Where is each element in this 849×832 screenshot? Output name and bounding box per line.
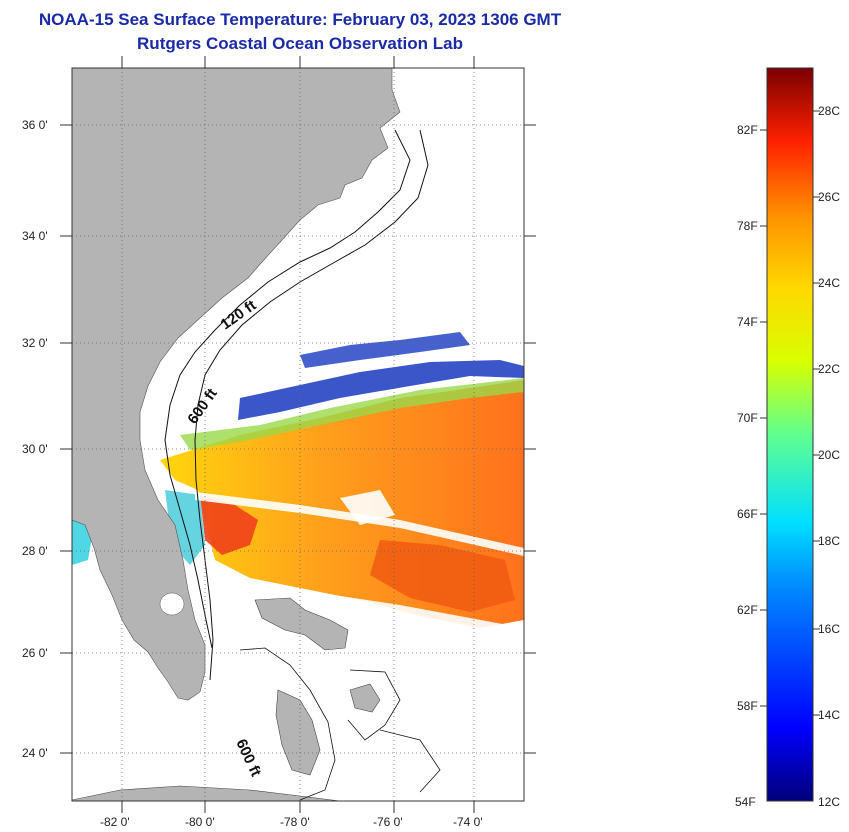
cloud-gap bbox=[340, 490, 395, 525]
lat-label: 32 0' bbox=[22, 336, 48, 350]
lat-label: 34 0' bbox=[22, 229, 48, 243]
sst-cold-fringe bbox=[238, 360, 524, 420]
contour-bahamas bbox=[239, 647, 441, 801]
colorbar-c-label: 14C bbox=[818, 708, 841, 722]
lat-lon-grid bbox=[72, 68, 524, 801]
colorbar-ticks bbox=[760, 110, 820, 716]
land-bahamas bbox=[275, 689, 321, 776]
sst-cool-strip bbox=[180, 378, 524, 450]
colorbar-c-label: 20C bbox=[818, 448, 841, 462]
page-subtitle: Rutgers Coastal Ocean Observation Lab bbox=[137, 34, 463, 53]
cloud-gap bbox=[300, 590, 524, 640]
colorbar-f-label: 70F bbox=[737, 411, 758, 425]
lat-label: 28 0' bbox=[22, 544, 48, 558]
colorbar-f-label: 82F bbox=[737, 123, 758, 137]
sst-cold-fringe bbox=[300, 332, 470, 368]
lon-label: -80 0' bbox=[185, 815, 215, 829]
lon-label: -74 0' bbox=[453, 815, 483, 829]
lat-label: 24 0' bbox=[22, 746, 48, 760]
page-title: NOAA-15 Sea Surface Temperature: Februar… bbox=[38, 10, 562, 29]
lat-label: 30 0' bbox=[22, 442, 48, 456]
colorbar-f-label: 74F bbox=[737, 315, 758, 329]
lake-okeechobee bbox=[159, 592, 185, 616]
land-us-east-coast bbox=[72, 68, 401, 701]
lon-label: -82 0' bbox=[100, 815, 130, 829]
colorbar-c-label: 22C bbox=[818, 362, 841, 376]
map-frame bbox=[71, 67, 525, 802]
land-cuba bbox=[72, 785, 341, 801]
lon-label: -76 0' bbox=[373, 815, 403, 829]
sst-hot-patch bbox=[200, 495, 258, 555]
colorbar-c-label: 16C bbox=[818, 622, 841, 636]
colorbar-f-label: 58F bbox=[737, 699, 758, 713]
colorbar-f-label: 78F bbox=[737, 219, 758, 233]
colorbar-c-label: 12C bbox=[818, 795, 841, 809]
colorbar-c-label: 28C bbox=[818, 104, 841, 118]
lat-label: 26 0' bbox=[22, 646, 48, 660]
colorbar-c-label: 18C bbox=[818, 534, 841, 548]
colorbar-c-label: 24C bbox=[818, 276, 841, 290]
colorbar-f-label: 62F bbox=[737, 603, 758, 617]
colorbar-c-label: 26C bbox=[818, 190, 841, 204]
lon-label: -78 0' bbox=[280, 815, 310, 829]
axis-ticks bbox=[60, 56, 536, 813]
lat-label: 36 0' bbox=[22, 118, 48, 132]
sst-hot-patch bbox=[370, 540, 515, 612]
land-bahamas bbox=[254, 597, 349, 651]
colorbar-f-label: 54F bbox=[735, 795, 756, 809]
cloud-gap bbox=[195, 492, 524, 556]
land-bahamas bbox=[349, 683, 381, 713]
colorbar-f-label: 66F bbox=[737, 507, 758, 521]
colorbar bbox=[766, 67, 814, 802]
